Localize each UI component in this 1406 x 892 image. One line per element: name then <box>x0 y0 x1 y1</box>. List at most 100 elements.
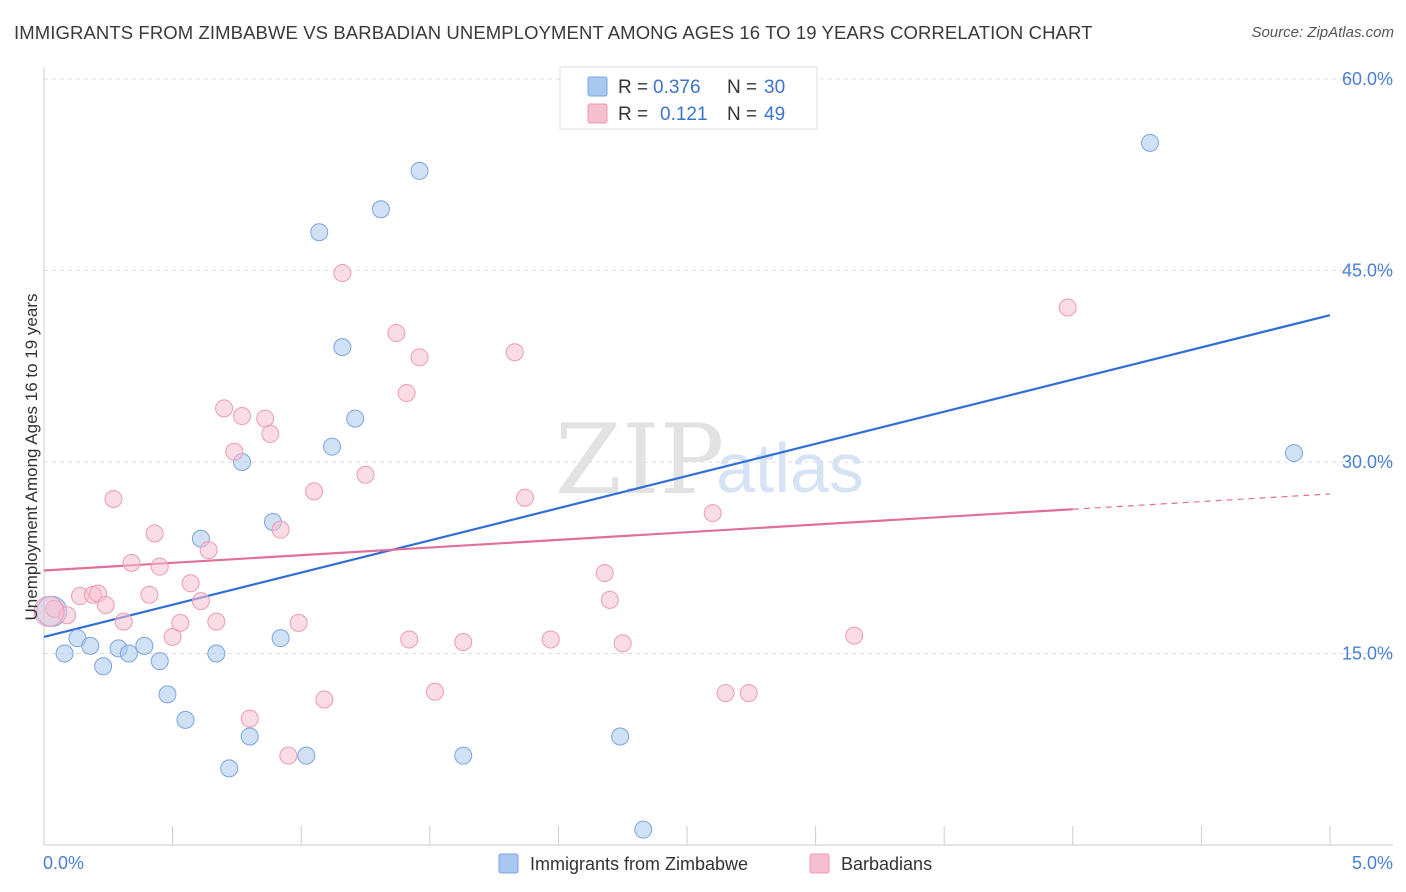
legend-bottom-swatch-zimbabwe <box>498 853 519 874</box>
data-point <box>104 490 123 509</box>
data-points <box>33 133 1303 839</box>
data-point <box>96 595 115 614</box>
y-axis-label: Unemployment Among Ages 16 to 19 years <box>22 294 41 621</box>
y-tick-label: 30.0% <box>1342 452 1393 472</box>
data-point <box>176 710 195 729</box>
legend-bottom-label-zimbabwe: Immigrants from Zimbabwe <box>530 854 748 874</box>
data-point <box>171 613 190 632</box>
watermark: ZIP atlas <box>555 404 864 516</box>
data-point <box>634 820 653 839</box>
data-point <box>716 684 735 703</box>
data-point <box>505 343 524 362</box>
x-tick-label-max: 5.0% <box>1352 853 1393 873</box>
data-point <box>122 553 141 572</box>
data-point <box>33 595 65 627</box>
data-point <box>454 633 473 652</box>
data-point <box>613 634 632 653</box>
data-point <box>256 409 275 428</box>
data-point <box>739 684 758 703</box>
data-point <box>271 520 290 539</box>
data-point <box>261 424 280 443</box>
data-point <box>135 636 154 655</box>
data-point <box>158 685 177 704</box>
data-point <box>600 590 619 609</box>
data-point <box>191 592 210 611</box>
data-point <box>333 338 352 357</box>
data-point <box>703 504 722 523</box>
data-point <box>240 709 259 728</box>
data-point <box>220 759 239 778</box>
data-point <box>845 626 864 645</box>
data-point <box>289 613 308 632</box>
x-tick-label-min: 0.0% <box>43 853 84 873</box>
data-point <box>595 564 614 583</box>
data-point <box>515 488 534 507</box>
legend-top: R = 0.376 N = 30 R = 0.121 N = 49 <box>559 66 818 130</box>
data-point <box>1058 298 1077 317</box>
data-point <box>199 541 218 560</box>
legend-r-value-zimbabwe: 0.376 <box>653 77 701 98</box>
legend-bottom-label-barbadians: Barbadians <box>841 854 932 874</box>
watermark-atlas: atlas <box>716 429 864 507</box>
trend-line-zimbabwe <box>43 314 1331 638</box>
data-point <box>310 223 329 242</box>
data-point <box>305 482 324 501</box>
y-tick-labels: 15.0% 30.0% 45.0% 60.0% <box>1342 69 1393 664</box>
data-point <box>315 690 334 709</box>
data-point <box>410 161 429 180</box>
data-point <box>297 746 316 765</box>
data-point <box>356 465 375 484</box>
data-point <box>233 407 252 426</box>
data-point <box>410 348 429 367</box>
data-point <box>150 557 169 576</box>
legend-swatch-zimbabwe <box>587 76 608 97</box>
data-point <box>1140 133 1159 152</box>
data-point <box>163 627 182 646</box>
data-point <box>58 606 77 625</box>
data-point <box>425 682 444 701</box>
data-point <box>271 629 290 648</box>
data-point <box>181 574 200 593</box>
data-point <box>1284 444 1303 463</box>
y-tick-label: 45.0% <box>1342 261 1393 281</box>
data-point <box>119 644 138 663</box>
data-point <box>145 524 164 543</box>
grid-lines <box>44 78 1393 654</box>
legend-n-label-barbadians: N = <box>727 104 757 125</box>
data-point <box>323 437 342 456</box>
trend-line-barbadians <box>43 508 1073 572</box>
y-tick-label: 15.0% <box>1342 644 1393 664</box>
data-point <box>454 746 473 765</box>
data-point <box>400 630 419 649</box>
legend-bottom: Immigrants from Zimbabwe Barbadians <box>498 853 932 874</box>
data-point <box>140 585 159 604</box>
data-point <box>55 644 74 663</box>
data-point <box>215 399 234 418</box>
data-point <box>371 200 390 219</box>
legend-r-value-barbadians: 0.121 <box>660 104 708 125</box>
data-point <box>207 644 226 663</box>
data-point <box>94 657 113 676</box>
y-tick-label: 60.0% <box>1342 69 1393 89</box>
data-point <box>279 746 298 765</box>
legend-swatch-barbadians <box>587 103 608 124</box>
legend-n-value-barbadians: 49 <box>764 104 785 125</box>
legend-n-label-zimbabwe: N = <box>727 77 757 98</box>
data-point <box>150 652 169 671</box>
legend-n-value-zimbabwe: 30 <box>764 77 785 98</box>
data-point <box>240 727 259 746</box>
trend-lines <box>43 314 1331 638</box>
chart-title: IMMIGRANTS FROM ZIMBABWE VS BARBADIAN UN… <box>14 22 1093 43</box>
data-point <box>225 442 244 461</box>
source-label: Source: ZipAtlas.com <box>1251 24 1394 41</box>
data-point <box>541 630 560 649</box>
data-point <box>207 612 226 631</box>
data-point <box>81 636 100 655</box>
series-barbadians <box>33 264 1077 765</box>
axes <box>43 68 1393 846</box>
data-point <box>114 612 133 631</box>
legend-r-label-zimbabwe: R = <box>618 77 648 98</box>
data-point <box>387 324 406 343</box>
watermark-zip: ZIP <box>555 404 724 516</box>
